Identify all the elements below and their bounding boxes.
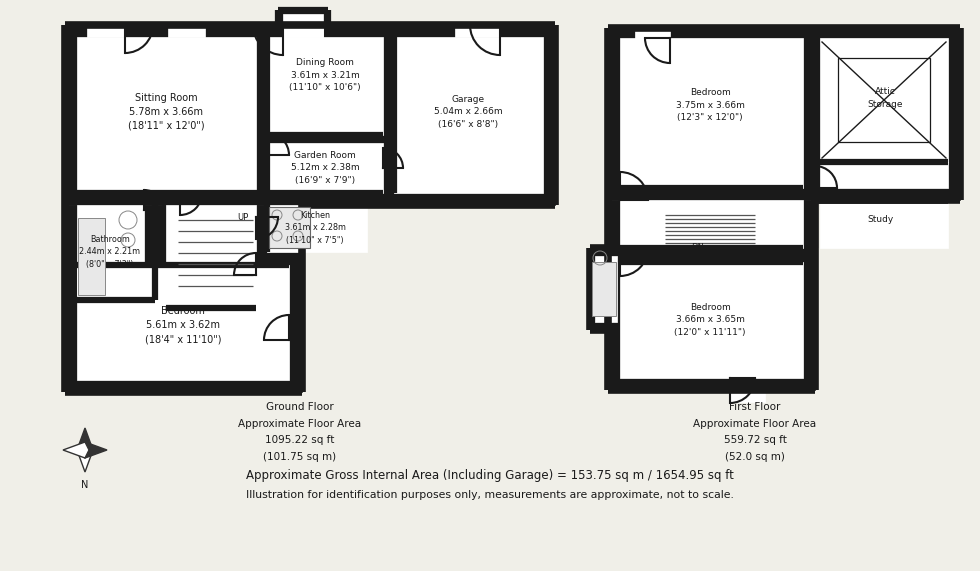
Bar: [77, 205, 144, 300]
Text: Study: Study: [867, 215, 893, 224]
Bar: [730, 388, 765, 402]
Bar: [608, 200, 815, 390]
Bar: [820, 162, 948, 188]
Bar: [87, 23, 125, 37]
Text: UP: UP: [237, 214, 249, 223]
Text: Bedroom
3.66m x 3.65m
(12'0" x 11'11"): Bedroom 3.66m x 3.65m (12'0" x 11'11"): [674, 303, 746, 337]
Bar: [620, 38, 803, 188]
Bar: [595, 256, 617, 322]
Bar: [278, 10, 328, 37]
Bar: [620, 200, 803, 248]
Bar: [608, 28, 960, 200]
Text: N: N: [81, 480, 88, 490]
Bar: [78, 218, 105, 295]
Text: Kitchen
3.61m x 2.28m
(11'10" x 7'5"): Kitchen 3.61m x 2.28m (11'10" x 7'5"): [284, 211, 346, 245]
Bar: [455, 23, 500, 37]
Text: Bathroom
2.44m x 2.21m
(8'0" x 7'3"): Bathroom 2.44m x 2.21m (8'0" x 7'3"): [79, 235, 140, 269]
Text: Bedroom
3.75m x 3.66m
(12'3" x 12'0"): Bedroom 3.75m x 3.66m (12'3" x 12'0"): [675, 88, 745, 122]
Text: Sitting Room
5.78m x 3.66m
(18'11" x 12'0"): Sitting Room 5.78m x 3.66m (18'11" x 12'…: [127, 93, 204, 131]
Bar: [283, 23, 323, 37]
Bar: [283, 14, 323, 37]
Bar: [394, 37, 543, 193]
Bar: [592, 262, 616, 316]
Bar: [77, 37, 256, 193]
Text: Garden Room
5.12m x 2.38m
(16'9" x 7'9"): Garden Room 5.12m x 2.38m (16'9" x 7'9"): [291, 151, 360, 185]
Polygon shape: [77, 446, 93, 472]
Bar: [590, 248, 620, 330]
Bar: [620, 262, 803, 378]
Bar: [65, 25, 555, 205]
Polygon shape: [63, 442, 89, 458]
Text: Attic
Storage: Attic Storage: [867, 87, 903, 108]
Bar: [267, 143, 383, 193]
Text: Garage
5.04m x 2.66m
(16'6" x 8'8"): Garage 5.04m x 2.66m (16'6" x 8'8"): [434, 95, 503, 129]
Bar: [838, 58, 930, 142]
Text: DN: DN: [692, 243, 705, 252]
Text: Approximate Gross Internal Area (Including Garage) = 153.75 sq m / 1654.95 sq ft: Approximate Gross Internal Area (Includi…: [246, 469, 734, 482]
Bar: [166, 205, 256, 308]
Bar: [168, 23, 205, 37]
Bar: [635, 26, 670, 40]
Bar: [65, 205, 302, 392]
Polygon shape: [81, 442, 107, 458]
Bar: [820, 38, 948, 162]
Bar: [77, 265, 289, 380]
Bar: [267, 205, 367, 252]
Bar: [267, 37, 383, 135]
Text: Ground Floor
Approximate Floor Area
1095.22 sq ft
(101.75 sq m): Ground Floor Approximate Floor Area 1095…: [238, 403, 362, 461]
Text: Bedroom
5.61m x 3.62m
(18'4" x 11'10"): Bedroom 5.61m x 3.62m (18'4" x 11'10"): [145, 306, 221, 344]
Bar: [820, 200, 948, 248]
Text: Dining Room
3.61m x 3.21m
(11'10" x 10'6"): Dining Room 3.61m x 3.21m (11'10" x 10'6…: [289, 58, 361, 92]
Text: First Floor
Approximate Floor Area
559.72 sq ft
(52.0 sq m): First Floor Approximate Floor Area 559.7…: [694, 403, 816, 461]
Text: Illustration for identification purposes only, measurements are approximate, not: Illustration for identification purposes…: [246, 490, 734, 500]
Bar: [269, 207, 310, 248]
Polygon shape: [77, 428, 93, 454]
